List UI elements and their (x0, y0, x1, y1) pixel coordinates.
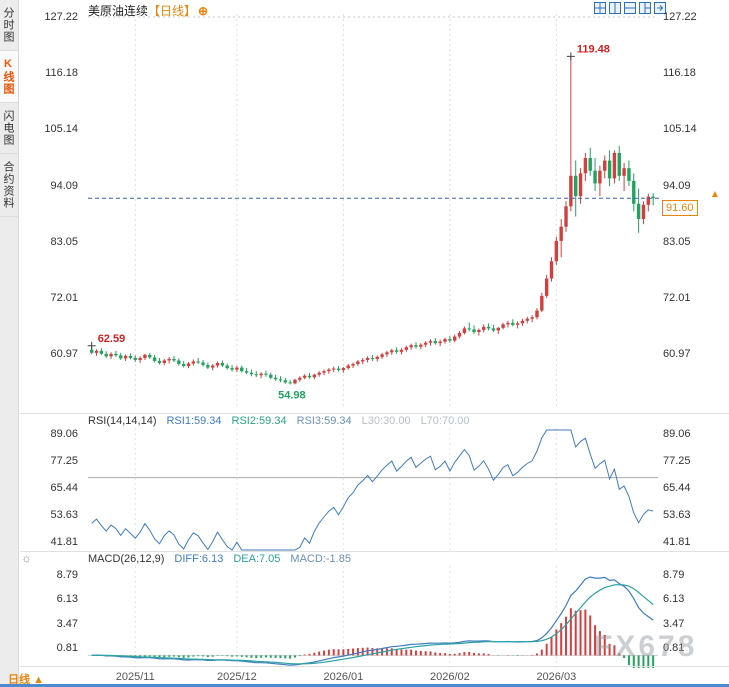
macd-axis-label: 0.81 (56, 641, 78, 654)
panel-separator (20, 413, 729, 414)
period-selector[interactable]: 日线 ▲ (8, 671, 44, 687)
jump-to-latest-icon[interactable] (654, 2, 666, 14)
rsi-axis-label: 77.25 (50, 454, 78, 467)
macd-axis-label: 0.81 (663, 641, 685, 654)
rsi-axis-label: 89.06 (50, 428, 78, 440)
panel-separator (20, 666, 729, 667)
layout-grid-3pane-icon[interactable] (639, 2, 651, 14)
macd-axis-label: 3.47 (663, 617, 685, 630)
x-axis-label: 2026/02 (429, 671, 470, 683)
rsi-legend-item: RSI1:59.34 (166, 415, 222, 427)
layout-split-vertical-icon[interactable] (609, 2, 621, 14)
macd-settings-icon[interactable]: ☼ (21, 551, 32, 565)
y-axis-label: 94.09 (50, 179, 78, 192)
rsi-legend-item: RSI2:59.34 (231, 415, 287, 427)
rsi-axis-label: 89.06 (663, 428, 691, 440)
period-selector-label: 日线 (8, 674, 30, 686)
y-axis-label: 72.01 (663, 291, 691, 304)
y-axis-label: 105.14 (44, 123, 78, 136)
y-axis-label: 72.01 (50, 291, 78, 304)
svg-text:54.98: 54.98 (278, 389, 306, 401)
last-price-tag: 91.60 (662, 200, 698, 217)
y-axis-label: 116.18 (663, 67, 696, 80)
horizontal-scrollbar[interactable] (0, 684, 729, 687)
macd-axis-label: 8.79 (56, 569, 78, 581)
y-axis-label: 60.97 (50, 348, 78, 360)
svg-text:62.59: 62.59 (98, 333, 126, 345)
y-axis-label: 83.05 (50, 235, 78, 248)
rsi-legend-item: L70:70.00 (420, 415, 470, 427)
y-axis-label: 105.14 (663, 123, 697, 136)
rsi-panel[interactable] (0, 428, 729, 552)
sidebar-tab-contract-info[interactable]: 合约资料 (0, 154, 18, 217)
macd-legend-item: MACD:-1.85 (290, 553, 351, 565)
chart-title: 美原油连续【日线】 ⊕ (88, 2, 208, 19)
x-axis-label: 2026/01 (323, 671, 364, 683)
rsi-axis-label: 41.81 (663, 536, 691, 548)
sidebar: 分时图 K线图 闪电图 合约资料 (0, 0, 19, 687)
rsi-axis-label: 65.44 (663, 481, 691, 494)
macd-axis-label: 6.13 (663, 593, 685, 606)
rsi-legend: RSI(14,14,14) RSI1:59.34 RSI2:59.34 RSI3:59… (88, 415, 490, 427)
x-axis-label: 2026/03 (536, 671, 577, 683)
period-selector-arrow-icon: ▲ (33, 674, 44, 686)
y-axis-label: 60.97 (663, 348, 691, 360)
y-axis-label: 94.09 (663, 179, 691, 192)
layout-toolbar (594, 2, 666, 14)
y-axis-label: 127.22 (663, 11, 697, 23)
period-tag: 【日线】 (148, 4, 197, 18)
y-axis-label: 83.05 (663, 235, 691, 248)
sidebar-tab-kline-chart[interactable]: K线图 (0, 51, 18, 103)
rsi-axis-label: 65.44 (50, 481, 78, 494)
macd-legend: MACD(26,12,9) DIFF:6.13 DEA:7.05 MACD:-1.85 (88, 553, 371, 565)
macd-axis-label: 3.47 (56, 617, 78, 630)
layout-grid-2x2-icon[interactable] (594, 2, 606, 14)
layout-split-horizontal-icon[interactable] (624, 2, 636, 14)
rsi-axis-label: 41.81 (50, 536, 78, 548)
macd-axis-label: 8.79 (663, 569, 685, 581)
main-candlestick-chart[interactable]: 119.48 62.59 54.98 (0, 0, 729, 412)
rsi-legend-title: RSI(14,14,14) (88, 415, 157, 427)
macd-axis-label: 6.13 (56, 593, 78, 606)
rsi-legend-item: RSI3:59.34 (296, 415, 352, 427)
sidebar-tab-time-chart[interactable]: 分时图 (0, 0, 18, 51)
macd-panel[interactable] (0, 566, 729, 668)
macd-legend-item: DIFF:6.13 (174, 553, 224, 565)
panel-separator (20, 551, 729, 552)
svg-text:119.48: 119.48 (577, 43, 610, 55)
add-indicator-icon[interactable]: ⊕ (198, 4, 209, 18)
y-axis-label: 116.18 (45, 67, 78, 80)
macd-legend-item: DEA:7.05 (233, 553, 281, 565)
rsi-legend-item: L30:30.00 (361, 415, 411, 427)
rsi-axis-label: 53.63 (50, 508, 78, 521)
symbol-name: 美原油连续 (88, 4, 149, 18)
y-axis-label: 127.22 (44, 11, 78, 23)
rsi-axis-label: 77.25 (663, 454, 691, 467)
rsi-axis-label: 53.63 (663, 508, 691, 521)
latest-price-arrow-icon[interactable]: ▲ (710, 189, 720, 200)
sidebar-tab-lightning-chart[interactable]: 闪电图 (0, 103, 18, 154)
x-axis-label: 2025/12 (217, 671, 257, 683)
macd-legend-title: MACD(26,12,9) (88, 553, 165, 565)
x-axis-label: 2025/11 (115, 671, 155, 683)
